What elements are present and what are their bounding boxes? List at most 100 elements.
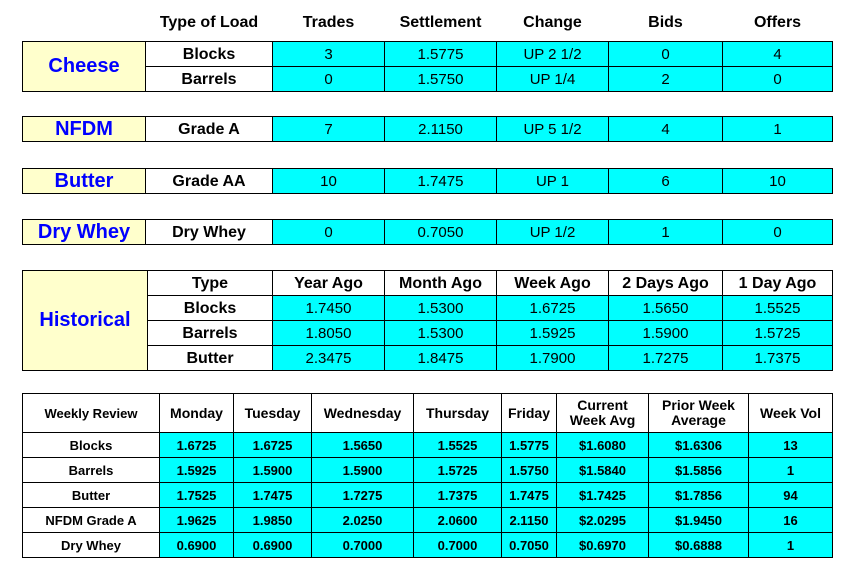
data-cell: 1.8050 bbox=[272, 320, 385, 346]
data-cell: 10 bbox=[272, 168, 385, 194]
data-cell: 4 bbox=[608, 116, 723, 142]
data-cell: 1.9850 bbox=[233, 507, 312, 533]
data-cell: 1.7475 bbox=[233, 482, 312, 508]
data-cell: 1.5525 bbox=[413, 432, 502, 458]
column-header: Thursday bbox=[413, 393, 502, 433]
data-cell: 1.5525 bbox=[722, 295, 833, 321]
product-name: Butter bbox=[22, 168, 146, 194]
column-header: Month Ago bbox=[384, 270, 497, 296]
data-cell: 1.7375 bbox=[722, 345, 833, 371]
data-cell: $1.5840 bbox=[556, 457, 649, 483]
row-label: Blocks bbox=[22, 432, 160, 458]
column-header: Tuesday bbox=[233, 393, 312, 433]
row-label: Butter bbox=[147, 345, 273, 371]
data-cell: 0 bbox=[722, 66, 833, 92]
row-label: Barrels bbox=[22, 457, 160, 483]
data-cell: 1.5750 bbox=[384, 66, 497, 92]
data-cell: 1.7450 bbox=[272, 295, 385, 321]
product-name: Dry Whey bbox=[22, 219, 146, 245]
data-cell: 2.0600 bbox=[413, 507, 502, 533]
data-cell: 1.7475 bbox=[384, 168, 497, 194]
load-type: Barrels bbox=[145, 66, 273, 92]
data-cell: 3 bbox=[272, 41, 385, 67]
column-header: Week Vol bbox=[748, 393, 833, 433]
data-cell: 1.5725 bbox=[413, 457, 502, 483]
data-cell: 10 bbox=[722, 168, 833, 194]
column-header: 2 Days Ago bbox=[608, 270, 723, 296]
column-header: Friday bbox=[501, 393, 557, 433]
data-cell: 1 bbox=[722, 116, 833, 142]
data-cell: UP 5 1/2 bbox=[496, 116, 609, 142]
column-header: Wednesday bbox=[311, 393, 414, 433]
data-cell: 2.1150 bbox=[384, 116, 497, 142]
data-cell: 1.5750 bbox=[501, 457, 557, 483]
data-cell: $1.6306 bbox=[648, 432, 749, 458]
column-header: Weekly Review bbox=[22, 393, 160, 433]
data-cell: $1.7856 bbox=[648, 482, 749, 508]
column-header: Change bbox=[523, 14, 582, 31]
data-cell: 16 bbox=[748, 507, 833, 533]
data-cell: UP 1/4 bbox=[496, 66, 609, 92]
data-cell: 0.7000 bbox=[413, 532, 502, 558]
data-cell: UP 1 bbox=[496, 168, 609, 194]
data-cell: $0.6970 bbox=[556, 532, 649, 558]
data-cell: 1.5925 bbox=[496, 320, 609, 346]
data-cell: 13 bbox=[748, 432, 833, 458]
column-header: Trades bbox=[302, 14, 355, 31]
data-cell: 1.5300 bbox=[384, 320, 497, 346]
data-cell: 1.7375 bbox=[413, 482, 502, 508]
column-header: Week Ago bbox=[496, 270, 609, 296]
data-cell: 1.5650 bbox=[608, 295, 723, 321]
data-cell: 1.5900 bbox=[311, 457, 414, 483]
product-name: Cheese bbox=[22, 41, 146, 92]
data-cell: 2.0250 bbox=[311, 507, 414, 533]
data-cell: 0.6900 bbox=[233, 532, 312, 558]
load-type: Grade A bbox=[145, 116, 273, 142]
data-cell: 1.6725 bbox=[233, 432, 312, 458]
data-cell: 0.7050 bbox=[384, 219, 497, 245]
data-cell: 1.8475 bbox=[384, 345, 497, 371]
data-cell: $1.7425 bbox=[556, 482, 649, 508]
data-cell: 1.7900 bbox=[496, 345, 609, 371]
data-cell: 2.3475 bbox=[272, 345, 385, 371]
data-cell: 4 bbox=[722, 41, 833, 67]
data-cell: $2.0295 bbox=[556, 507, 649, 533]
data-cell: 6 bbox=[608, 168, 723, 194]
data-cell: 1.5725 bbox=[722, 320, 833, 346]
column-header: Offers bbox=[753, 14, 802, 31]
row-label: Dry Whey bbox=[22, 532, 160, 558]
column-header: 1 Day Ago bbox=[722, 270, 833, 296]
data-cell: 1.7525 bbox=[159, 482, 234, 508]
data-cell: 0.7000 bbox=[311, 532, 414, 558]
data-cell: $1.5856 bbox=[648, 457, 749, 483]
data-cell: 1.7275 bbox=[311, 482, 414, 508]
column-header: Prior Week Average bbox=[648, 393, 749, 433]
data-cell: 1 bbox=[608, 219, 723, 245]
data-cell: 1.7475 bbox=[501, 482, 557, 508]
data-cell: 1 bbox=[748, 532, 833, 558]
data-cell: 1.5775 bbox=[384, 41, 497, 67]
data-cell: 1.5900 bbox=[233, 457, 312, 483]
data-cell: 0 bbox=[608, 41, 723, 67]
load-type: Grade AA bbox=[145, 168, 273, 194]
column-header: Settlement bbox=[399, 14, 482, 31]
row-label: Butter bbox=[22, 482, 160, 508]
load-type: Blocks bbox=[145, 41, 273, 67]
data-cell: 1.5300 bbox=[384, 295, 497, 321]
data-cell: 94 bbox=[748, 482, 833, 508]
data-cell: 0.6900 bbox=[159, 532, 234, 558]
historical-title: Historical bbox=[22, 270, 148, 371]
row-label: NFDM Grade A bbox=[22, 507, 160, 533]
row-label: Blocks bbox=[147, 295, 273, 321]
data-cell: 1.9625 bbox=[159, 507, 234, 533]
product-name: NFDM bbox=[22, 116, 146, 142]
data-cell: 1.5775 bbox=[501, 432, 557, 458]
data-cell: 1.5900 bbox=[608, 320, 723, 346]
data-cell: 1.7275 bbox=[608, 345, 723, 371]
column-header: Bids bbox=[648, 14, 683, 31]
data-cell: 1.6725 bbox=[159, 432, 234, 458]
data-cell: 0.7050 bbox=[501, 532, 557, 558]
data-cell: 1.5650 bbox=[311, 432, 414, 458]
data-cell: 7 bbox=[272, 116, 385, 142]
